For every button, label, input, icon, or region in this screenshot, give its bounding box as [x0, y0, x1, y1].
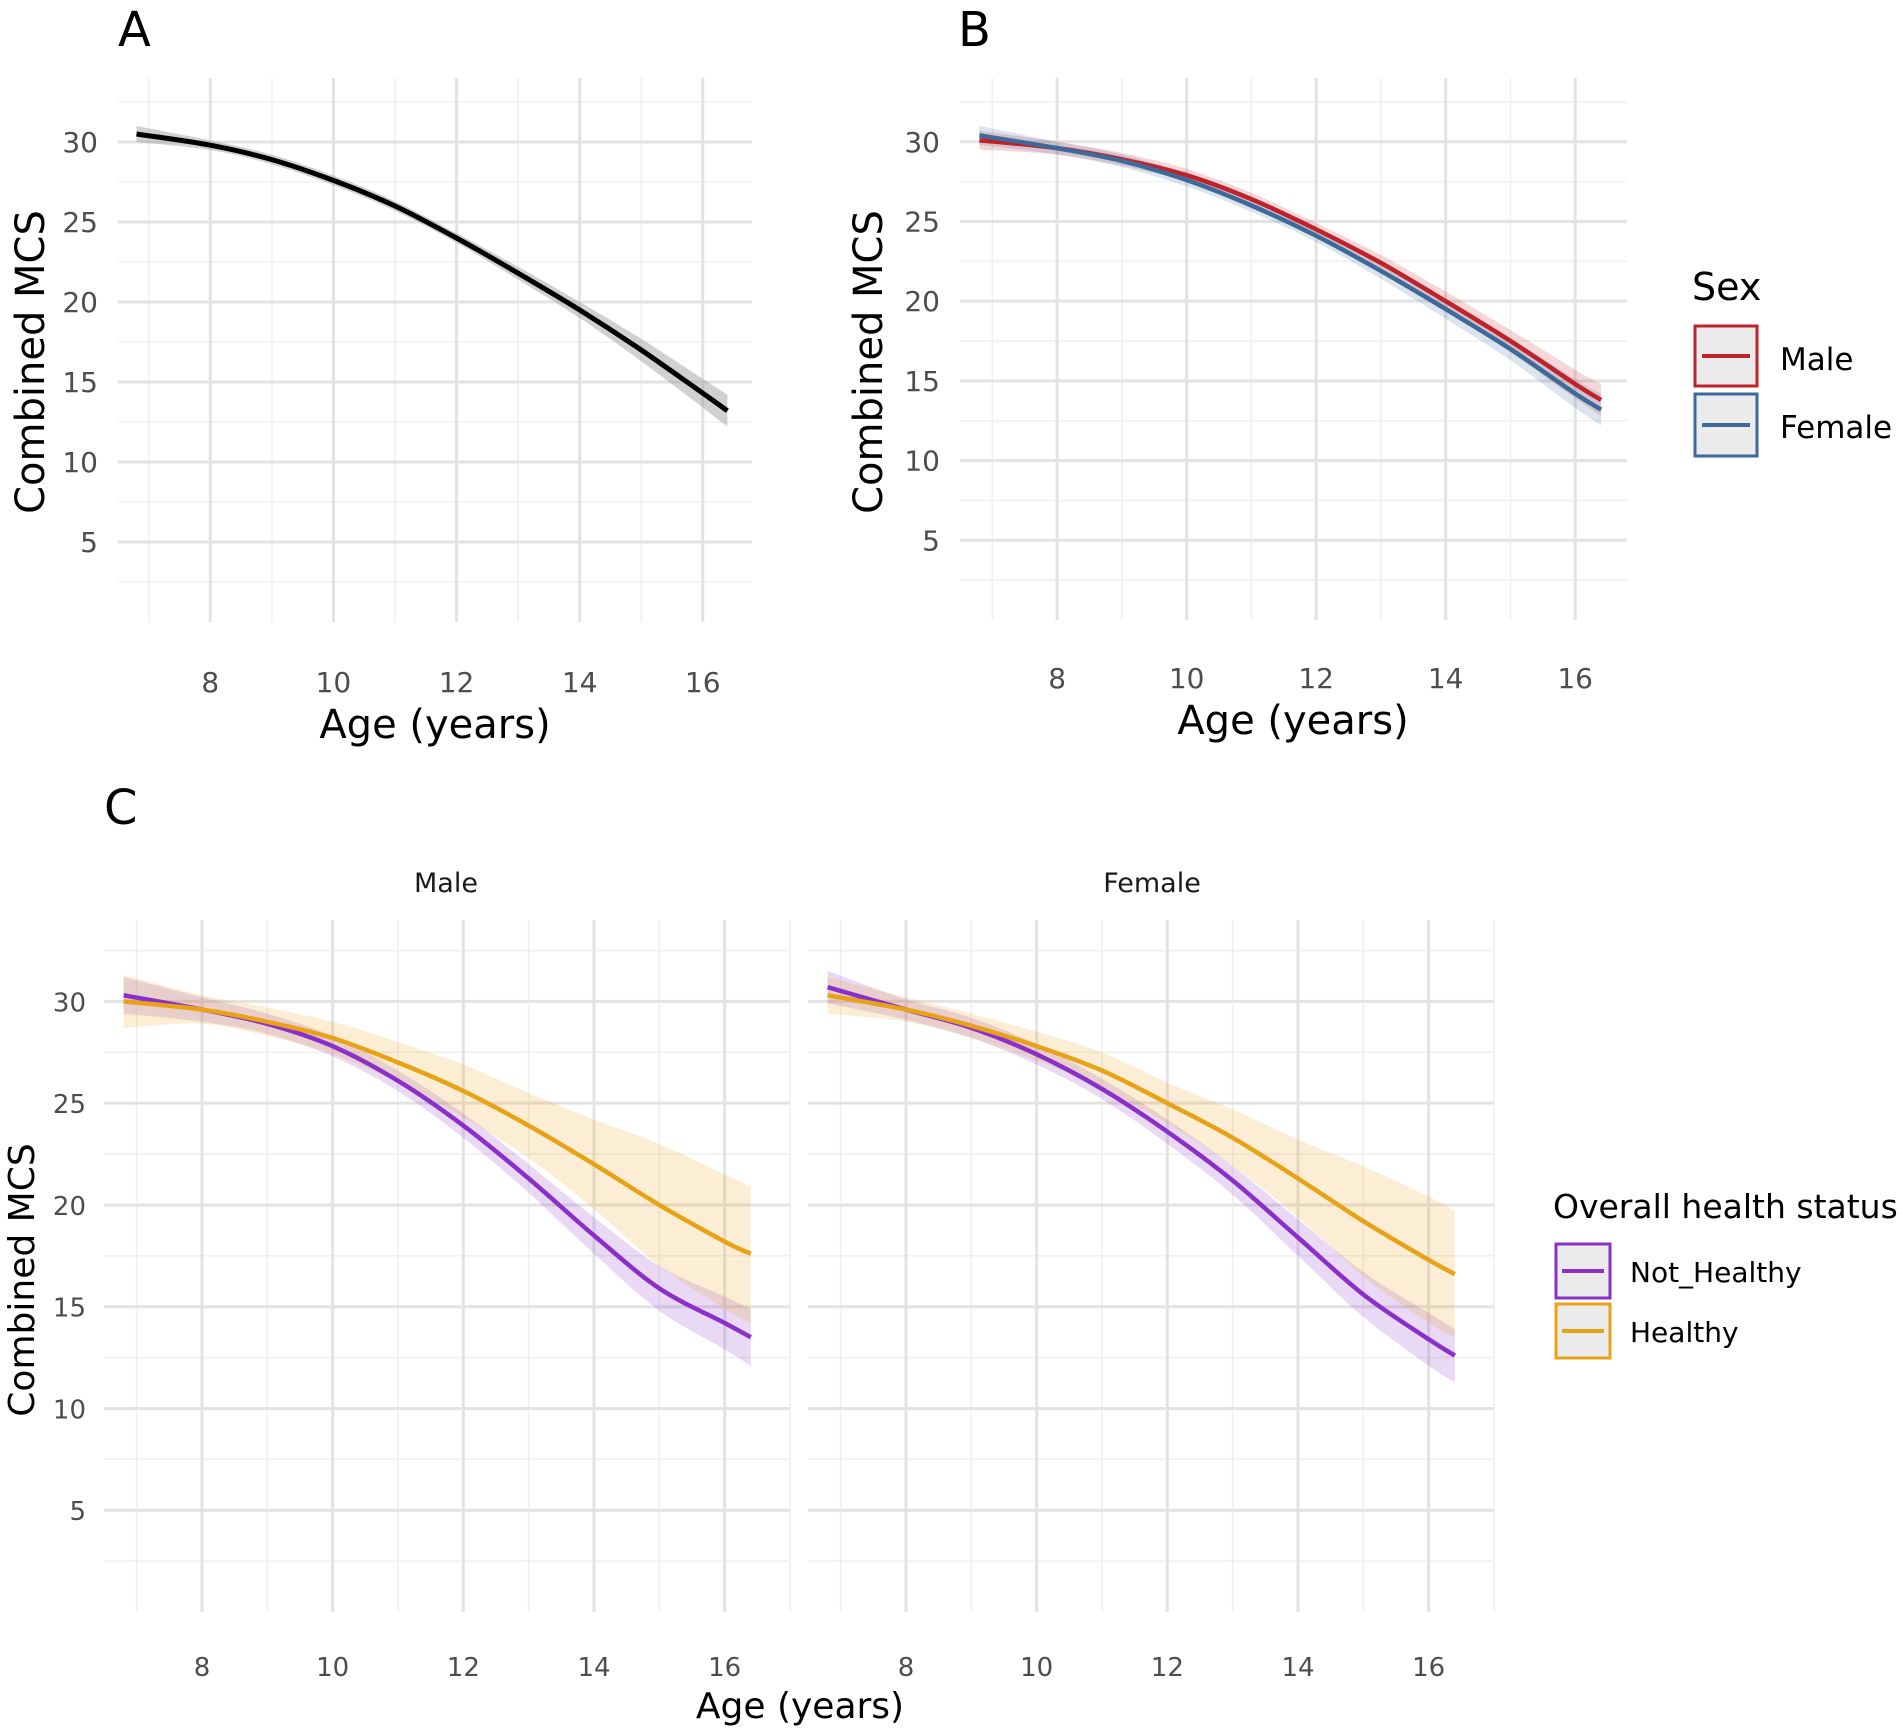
x-tick-label-b: 12	[1298, 662, 1334, 695]
x-tick-label-c-male: 8	[194, 1653, 211, 1683]
y-tick-label-c-male: 25	[53, 1090, 86, 1120]
legend-key-not-healthy	[1554, 1242, 1612, 1300]
facet-strip-male: Male	[414, 868, 478, 899]
legend-label-healthy: Healthy	[1630, 1316, 1739, 1349]
x-tick-label-c-female: 10	[1020, 1653, 1053, 1683]
y-tick-label-b: 25	[904, 205, 940, 238]
x-tick-label-a: 10	[316, 666, 352, 699]
y-tick-label-a: 5	[80, 526, 98, 559]
y-tick-label-a: 25	[62, 206, 98, 239]
series-line-a-overall	[136, 131, 729, 413]
x-tick-label-c-female: 16	[1412, 1653, 1445, 1683]
y-tick-label-c-male: 15	[53, 1294, 86, 1324]
x-tick-label-c-male: 12	[447, 1653, 480, 1683]
x-tick-label-c-male: 14	[577, 1653, 610, 1683]
x-tick-label-c-female: 14	[1281, 1653, 1314, 1683]
x-tick-label-c-male: 16	[708, 1653, 741, 1683]
y-tick-label-b: 5	[922, 524, 940, 557]
x-tick-label-a: 12	[439, 666, 475, 699]
x-tick-label-b: 10	[1169, 662, 1205, 695]
panel-label-a: A	[118, 2, 151, 58]
y-tick-label-c-male: 30	[53, 988, 86, 1018]
y-tick-label-a: 10	[62, 446, 98, 479]
x-tick-label-c-female: 8	[898, 1653, 915, 1683]
y-tick-label-a: 30	[62, 126, 98, 159]
x-tick-label-a: 14	[562, 666, 598, 699]
y-tick-label-b: 10	[904, 445, 940, 478]
legend-label-not-healthy: Not_Healthy	[1630, 1256, 1802, 1289]
series-line-c-male-healthy	[123, 999, 752, 1256]
ci-band-c-female-not-healthy	[827, 970, 1455, 1382]
y-axis-title-c: Combined MCS	[2, 1143, 43, 1416]
facet-strip-female: Female	[1103, 868, 1201, 899]
x-tick-label-a: 8	[201, 666, 219, 699]
ci-band-c-female-healthy	[827, 977, 1455, 1338]
ci-band-c-male-not-healthy	[123, 977, 751, 1366]
y-tick-label-b: 30	[904, 126, 940, 159]
panel-label-c: C	[104, 780, 138, 836]
ci-band-b-male	[979, 130, 1602, 416]
x-tick-label-b: 14	[1428, 662, 1464, 695]
x-axis-title-c: Age (years)	[696, 1686, 904, 1727]
x-tick-label-c-male: 10	[316, 1653, 349, 1683]
legend-title-health: Overall health status	[1553, 1187, 1898, 1226]
legend-key-healthy	[1554, 1302, 1612, 1360]
legend-key-male	[1693, 324, 1759, 388]
y-axis-title-a: Combined MCS	[8, 210, 54, 514]
series-line-b-male	[979, 137, 1603, 402]
x-tick-label-b: 8	[1048, 662, 1066, 695]
x-axis-title-a: Age (years)	[319, 702, 550, 748]
legend-key-female	[1693, 392, 1759, 458]
y-tick-label-c-male: 10	[53, 1395, 86, 1425]
grid-layer	[104, 78, 1627, 1612]
series-line-c-female-healthy	[827, 993, 1456, 1277]
legend-label-female: Female	[1780, 410, 1892, 446]
legend-label-male: Male	[1780, 342, 1853, 378]
x-axis-title-b: Age (years)	[1177, 698, 1408, 744]
x-tick-label-b: 16	[1557, 662, 1593, 695]
y-tick-label-c-male: 20	[53, 1192, 86, 1222]
x-tick-label-a: 16	[685, 666, 721, 699]
panel-label-b: B	[958, 2, 991, 58]
x-tick-label-c-female: 12	[1151, 1653, 1184, 1683]
y-tick-label-a: 15	[62, 366, 98, 399]
legend-title-sex: Sex	[1692, 265, 1761, 309]
series-line-layer	[123, 131, 1603, 1358]
y-axis-title-b: Combined MCS	[846, 210, 892, 514]
series-line-b-female	[979, 133, 1603, 412]
y-tick-label-a: 20	[62, 286, 98, 319]
y-tick-label-c-male: 5	[69, 1497, 86, 1527]
y-tick-label-b: 20	[904, 285, 940, 318]
y-tick-label-b: 15	[904, 365, 940, 398]
